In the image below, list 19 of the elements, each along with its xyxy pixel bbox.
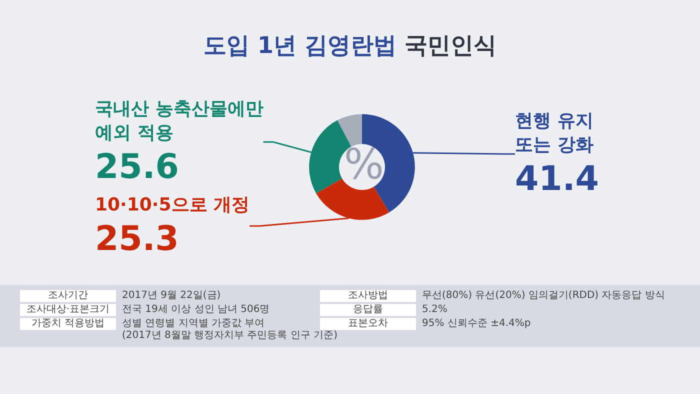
- chart-title: 도입 1년 김영란법 국민인식: [203, 33, 497, 59]
- text: 무선(80%) 유선(20%) 임의걸기(RDD) 자동응답 방식: [422, 290, 665, 302]
- slice-label: 국내산 농축산물에만 예외 적용: [95, 98, 264, 144]
- text: 가중치 적용방법: [20, 318, 116, 330]
- data-label: 25.6: [95, 147, 179, 187]
- text: 조사대상·표본크기: [20, 304, 116, 316]
- text: 응답률: [320, 304, 416, 316]
- text: %: [344, 140, 384, 188]
- slice-label: 10·10·5으로 개정: [95, 194, 250, 216]
- text: 조사방법: [320, 290, 416, 302]
- text: 2017년 9월 22일(금): [122, 290, 221, 302]
- data-label: 41.4: [515, 159, 599, 199]
- text: 95% 신뢰수준 ±4.4%p: [422, 318, 531, 330]
- text: 5.2%: [422, 304, 448, 316]
- text: 표본오차: [320, 318, 416, 330]
- text: 전국 19세 이상 성인 남녀 506명: [122, 304, 270, 316]
- text: 조사기간: [20, 290, 116, 302]
- slice-label: 현행 유지 또는 강화: [515, 110, 594, 156]
- data-label: 25.3: [95, 219, 179, 259]
